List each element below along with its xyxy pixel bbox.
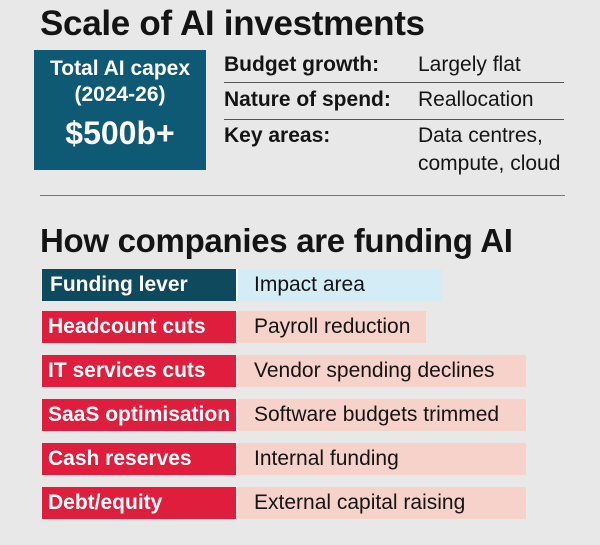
fact-row-key-areas: Key areas: Data centres, compute, cloud xyxy=(224,120,564,178)
section-divider xyxy=(40,195,565,196)
fact-value: Largely flat xyxy=(418,53,521,76)
section-title-investments: Scale of AI investments xyxy=(40,4,425,43)
capex-label: Total AI capex (2024-26) xyxy=(34,56,206,108)
header-impact-area: Impact area xyxy=(238,269,442,301)
lever-cell: Headcount cuts xyxy=(42,311,238,343)
lever-cell: Debt/equity xyxy=(42,487,238,519)
section-title-funding: How companies are funding AI xyxy=(40,222,513,259)
fact-value: Reallocation xyxy=(418,88,534,111)
impact-cell: External capital raising xyxy=(238,487,526,519)
lever-cell: SaaS optimisation xyxy=(42,399,238,431)
lever-cell: Cash reserves xyxy=(42,443,238,475)
capex-value: $500b+ xyxy=(65,115,175,151)
fact-key: Budget growth: xyxy=(224,53,380,76)
capex-box: Total AI capex (2024-26) $500b+ xyxy=(34,50,206,170)
table-row: IT services cuts Vendor spending decline… xyxy=(42,355,526,387)
table-row: SaaS optimisation Software budgets trimm… xyxy=(42,399,526,431)
impact-cell: Vendor spending declines xyxy=(238,355,526,387)
funding-table: Funding lever Impact area Headcount cuts… xyxy=(42,269,526,531)
impact-cell: Internal funding xyxy=(238,443,526,475)
fact-key: Nature of spend: xyxy=(224,88,391,111)
fact-value-line1: Data centres, xyxy=(418,124,543,147)
table-header-row: Funding lever Impact area xyxy=(42,269,526,301)
capex-label-line2: (2024-26) xyxy=(74,83,166,106)
fact-row-nature-of-spend: Nature of spend: Reallocation xyxy=(224,83,564,120)
fact-value-line2: compute, cloud xyxy=(418,152,561,175)
fact-key: Key areas: xyxy=(224,124,331,147)
fact-row-budget-growth: Budget growth: Largely flat xyxy=(224,50,564,83)
impact-cell: Payroll reduction xyxy=(238,311,426,343)
fact-value: Data centres, compute, cloud xyxy=(418,122,564,178)
lever-cell: IT services cuts xyxy=(42,355,238,387)
table-row: Cash reserves Internal funding xyxy=(42,443,526,475)
facts-list: Budget growth: Largely flat Nature of sp… xyxy=(224,50,564,178)
impact-cell: Software budgets trimmed xyxy=(238,399,526,431)
table-row: Debt/equity External capital raising xyxy=(42,487,526,519)
capex-label-line1: Total AI capex xyxy=(49,57,191,80)
table-row: Headcount cuts Payroll reduction xyxy=(42,311,526,343)
header-funding-lever: Funding lever xyxy=(42,269,238,301)
